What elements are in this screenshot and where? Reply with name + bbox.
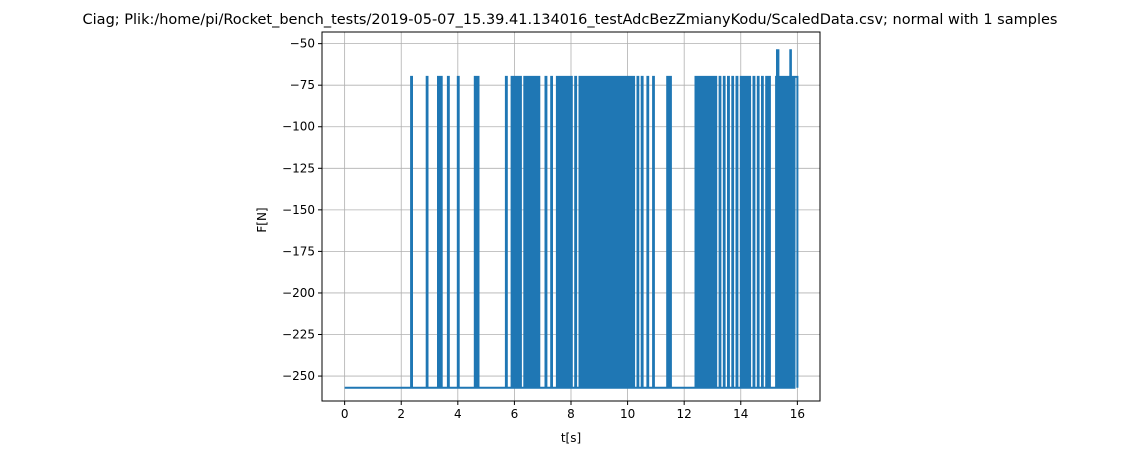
x-tick-label: 4 — [454, 407, 462, 421]
y-tick-label: −100 — [282, 120, 315, 134]
y-axis-ticks: −250 −225 −200 −175 −150 −125 −100 −75 −50 — [282, 37, 322, 383]
y-tick-label: −50 — [290, 37, 315, 51]
x-tick-label: 2 — [397, 407, 405, 421]
x-axis-ticks: 0 2 4 6 8 10 12 14 16 — [341, 401, 805, 421]
x-tick-label: 0 — [341, 407, 349, 421]
series-peak — [789, 49, 792, 77]
y-tick-label: −150 — [282, 203, 315, 217]
x-tick-label: 16 — [790, 407, 805, 421]
x-tick-label: 6 — [511, 407, 519, 421]
x-tick-label: 10 — [620, 407, 635, 421]
y-tick-label: −125 — [282, 161, 315, 175]
x-tick-label: 12 — [677, 407, 692, 421]
series-peak — [776, 49, 780, 77]
y-tick-label: −200 — [282, 286, 315, 300]
series-line — [344, 49, 799, 389]
x-tick-label: 14 — [733, 407, 748, 421]
series-path — [344, 75, 799, 389]
y-tick-label: −175 — [282, 244, 315, 258]
y-tick-label: −75 — [290, 78, 315, 92]
y-axis-label: F[N] — [255, 207, 269, 232]
y-tick-label: −250 — [282, 369, 315, 383]
x-axis-label: t[s] — [561, 431, 581, 445]
x-tick-label: 8 — [567, 407, 575, 421]
y-tick-label: −225 — [282, 328, 315, 342]
chart-title: Ciag; Plik:/home/pi/Rocket_bench_tests/2… — [83, 12, 1058, 28]
